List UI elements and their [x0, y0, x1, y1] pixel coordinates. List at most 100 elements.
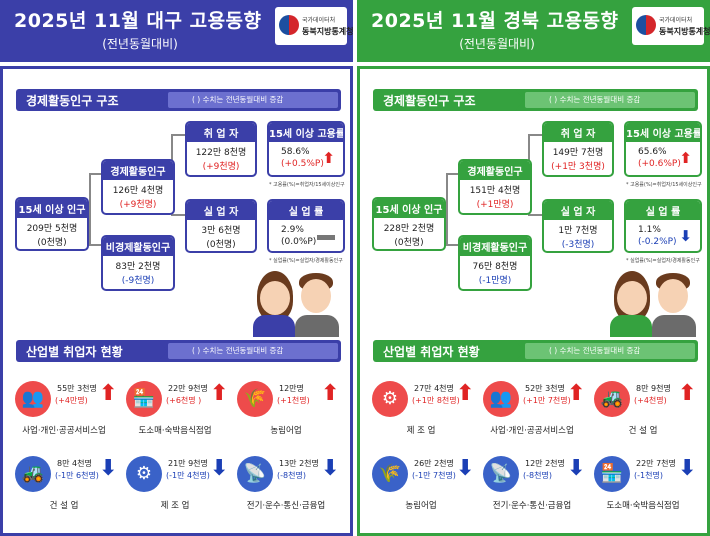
down-arrow-icon: ⬇ — [679, 227, 692, 245]
industry-item: 🏪 22만 9천명 (+6천명 ) ⬆ 도소매·숙박음식점업 — [120, 379, 230, 439]
pop-structure-bar: 경제활동인구 구조 ( ) 수치는 전년동월대비 증감 — [373, 89, 698, 111]
daegu-content: 경제활동인구 구조 ( ) 수치는 전년동월대비 증감 15세 이상 인구 20… — [0, 66, 353, 536]
industry-name: 제 조 업 — [406, 426, 436, 436]
unemployed-value: 3만 6천명 — [201, 226, 241, 236]
industry-note: ( ) 수치는 전년동월대비 증감 — [549, 346, 641, 355]
taegeuk-icon — [279, 15, 299, 35]
industry-value: 55만 3천명 — [57, 384, 97, 393]
gyeongbuk-content: 경제활동인구 구조 ( ) 수치는 전년동월대비 증감 15세 이상 인구 22… — [357, 66, 710, 536]
daegu-subtitle: (전년동월대비) — [102, 37, 178, 51]
pop-structure-note: ( ) 수치는 전년동월대비 증감 — [192, 95, 284, 104]
unemployment-rate-change: (-0.2%P) — [638, 237, 677, 247]
inactive-pop-value: 83만 2천명 — [115, 262, 161, 272]
up-arrow-icon: ⬆ — [321, 381, 340, 406]
logo-small-text: 국가데이터처 — [659, 17, 693, 24]
industry-name: 사업·개인·공공서비스업 — [22, 426, 106, 436]
industry-item: 🚜 8만 4천명 (-1만 6천명) ⬇ 건 설 업 — [9, 454, 119, 514]
industry-item: 📡 12만 2천명 (-8천명) ⬇ 전기·운수·통신·금융업 — [477, 454, 587, 514]
industry-item: 🌾 26만 2천명 (-1만 7천명) ⬇ 농림어업 — [366, 454, 476, 514]
gear-icon: ⚙ — [126, 456, 162, 492]
network-icon: 📡 — [483, 456, 519, 492]
pop15-box: 15세 이상 인구 209만 5천명 (0천명) — [15, 197, 89, 251]
industry-value: 22만 7천명 — [636, 459, 676, 468]
pop15-label: 15세 이상 인구 — [374, 199, 444, 218]
industry-change: (+6천명 ) — [166, 396, 202, 405]
unemployment-rate-value: 2.9% — [281, 225, 304, 235]
up-arrow-icon: ⬆ — [99, 381, 118, 406]
industry-item: ⚙ 27만 4천명 (+1만 8천명) ⬆ 제 조 업 — [366, 379, 476, 439]
industry-title: 산업별 취업자 현황 — [383, 345, 480, 359]
people-icon: 👥 — [15, 381, 51, 417]
logo-small-text: 국가데이터처 — [302, 17, 336, 24]
active-pop-value: 151만 4천명 — [469, 186, 521, 196]
employment-rate-value: 58.6% — [281, 147, 310, 157]
excavator-icon: 🚜 — [15, 456, 51, 492]
pop-structure-title: 경제활동인구 구조 — [383, 94, 476, 108]
industry-change: (-1만 7천명) — [412, 471, 456, 480]
industry-name: 사업·개인·공공서비스업 — [490, 426, 574, 436]
farm-icon: 🌾 — [237, 381, 273, 417]
employment-rate-note: * 고용률(%)=취업자/15세이상인구 — [626, 182, 702, 188]
industry-value: 13만 2천명 — [279, 459, 319, 468]
unemployed-change: (0천명) — [206, 240, 236, 250]
active-pop-label: 경제활동인구 — [103, 161, 173, 180]
unemployment-rate-box: 실 업 률 1.1% (-0.2%P) ⬇ — [624, 199, 702, 253]
industry-value: 27만 4천명 — [414, 384, 454, 393]
inactive-pop-box: 비경제활동인구 83만 2천명 (-9천명) — [101, 235, 175, 291]
industry-name: 농림어업 — [270, 426, 302, 436]
employment-rate-change: (+0.6%P) — [638, 159, 681, 169]
industry-name: 도소매·숙박음식점업 — [606, 501, 680, 511]
employed-box: 취 업 자 122만 8천명 (+9천명) — [185, 121, 257, 177]
industry-item: 🚜 8만 9천명 (+4천명) ⬆ 건 설 업 — [588, 379, 698, 439]
bar-arrow — [515, 340, 524, 362]
employment-rate-box: 15세 이상 고용률 65.6% (+0.6%P) ⬆ — [624, 121, 702, 177]
pop-structure-bar: 경제활동인구 구조 ( ) 수치는 전년동월대비 증감 — [16, 89, 341, 111]
bar-arrow — [158, 340, 167, 362]
inactive-pop-label: 비경제활동인구 — [460, 237, 530, 256]
industry-change: (-1천명) — [634, 471, 663, 480]
inactive-pop-change: (-1만명) — [478, 276, 512, 286]
industry-value: 12만명 — [279, 384, 304, 393]
industry-change: (+4만명) — [55, 396, 88, 405]
active-pop-label: 경제활동인구 — [460, 161, 530, 180]
industry-change: (-8천명) — [523, 471, 552, 480]
up-arrow-icon: ⬆ — [679, 149, 692, 167]
pop15-box: 15세 이상 인구 228만 2천명 (0천명) — [372, 197, 446, 251]
industry-note: ( ) 수치는 전년동월대비 증감 — [192, 346, 284, 355]
bar-band — [168, 92, 338, 108]
industry-item: 🌾 12만명 (+1천명) ⬆ 농림어업 — [231, 379, 341, 439]
logo-big-text: 동북지방통계청 — [302, 27, 354, 36]
bar-arrow — [158, 89, 167, 111]
industry-change: (+1만 8천명) — [412, 396, 460, 405]
unemployment-rate-change: (0.0%P) — [281, 237, 317, 247]
employment-rate-box: 15세 이상 고용률 58.6% (+0.5%P) ⬆ — [267, 121, 345, 177]
flat-dash-icon — [317, 235, 335, 240]
network-icon: 📡 — [237, 456, 273, 492]
industry-change: (+1만 7천명) — [523, 396, 571, 405]
employment-rate-value: 65.6% — [638, 147, 667, 157]
employment-rate-note: * 고용률(%)=취업자/15세이상인구 — [269, 182, 345, 188]
logo-big-text: 동북지방통계청 — [659, 27, 710, 36]
unemployment-rate-value: 1.1% — [638, 225, 661, 235]
industry-value: 22만 9천명 — [168, 384, 208, 393]
unemployment-rate-note: * 실업률(%)=실업자/경제활동인구 — [626, 258, 700, 264]
unemployment-rate-box: 실 업 률 2.9% (0.0%P) — [267, 199, 345, 253]
down-arrow-icon: ⬇ — [210, 456, 229, 481]
industry-name: 전기·운수·통신·금융업 — [492, 501, 572, 511]
excavator-icon: 🚜 — [594, 381, 630, 417]
industry-item: ⚙ 21만 9천명 (-1만 4천명) ⬇ 제 조 업 — [120, 454, 230, 514]
workers-illustration — [249, 267, 345, 339]
unemployment-rate-label: 실 업 률 — [626, 201, 700, 220]
unemployed-value: 1만 7천명 — [558, 226, 598, 236]
inactive-pop-value: 76만 8천명 — [472, 262, 518, 272]
active-pop-change: (+1만명) — [476, 200, 514, 210]
pop15-value: 228만 2천명 — [383, 224, 435, 234]
industry-change: (-1만 4천명) — [166, 471, 210, 480]
gyeongbuk-title: 2025년 11월 경북 고용동향 — [371, 10, 619, 32]
down-arrow-icon: ⬇ — [99, 456, 118, 481]
industry-value: 21만 9천명 — [168, 459, 208, 468]
industry-name: 제 조 업 — [160, 501, 190, 511]
statistics-office-logo: 국가데이터처 동북지방통계청 — [632, 7, 710, 45]
active-pop-change: (+9천명) — [119, 200, 157, 210]
up-arrow-icon: ⬆ — [567, 381, 586, 406]
